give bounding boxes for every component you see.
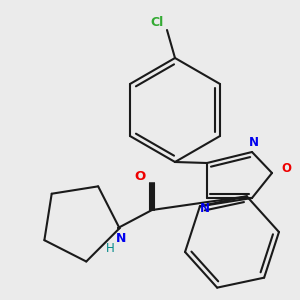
- Text: H: H: [106, 242, 114, 254]
- Text: N: N: [249, 136, 259, 148]
- Text: N: N: [116, 232, 126, 244]
- Text: N: N: [200, 202, 210, 214]
- Text: O: O: [281, 161, 291, 175]
- Text: O: O: [134, 170, 146, 184]
- Text: Cl: Cl: [150, 16, 164, 28]
